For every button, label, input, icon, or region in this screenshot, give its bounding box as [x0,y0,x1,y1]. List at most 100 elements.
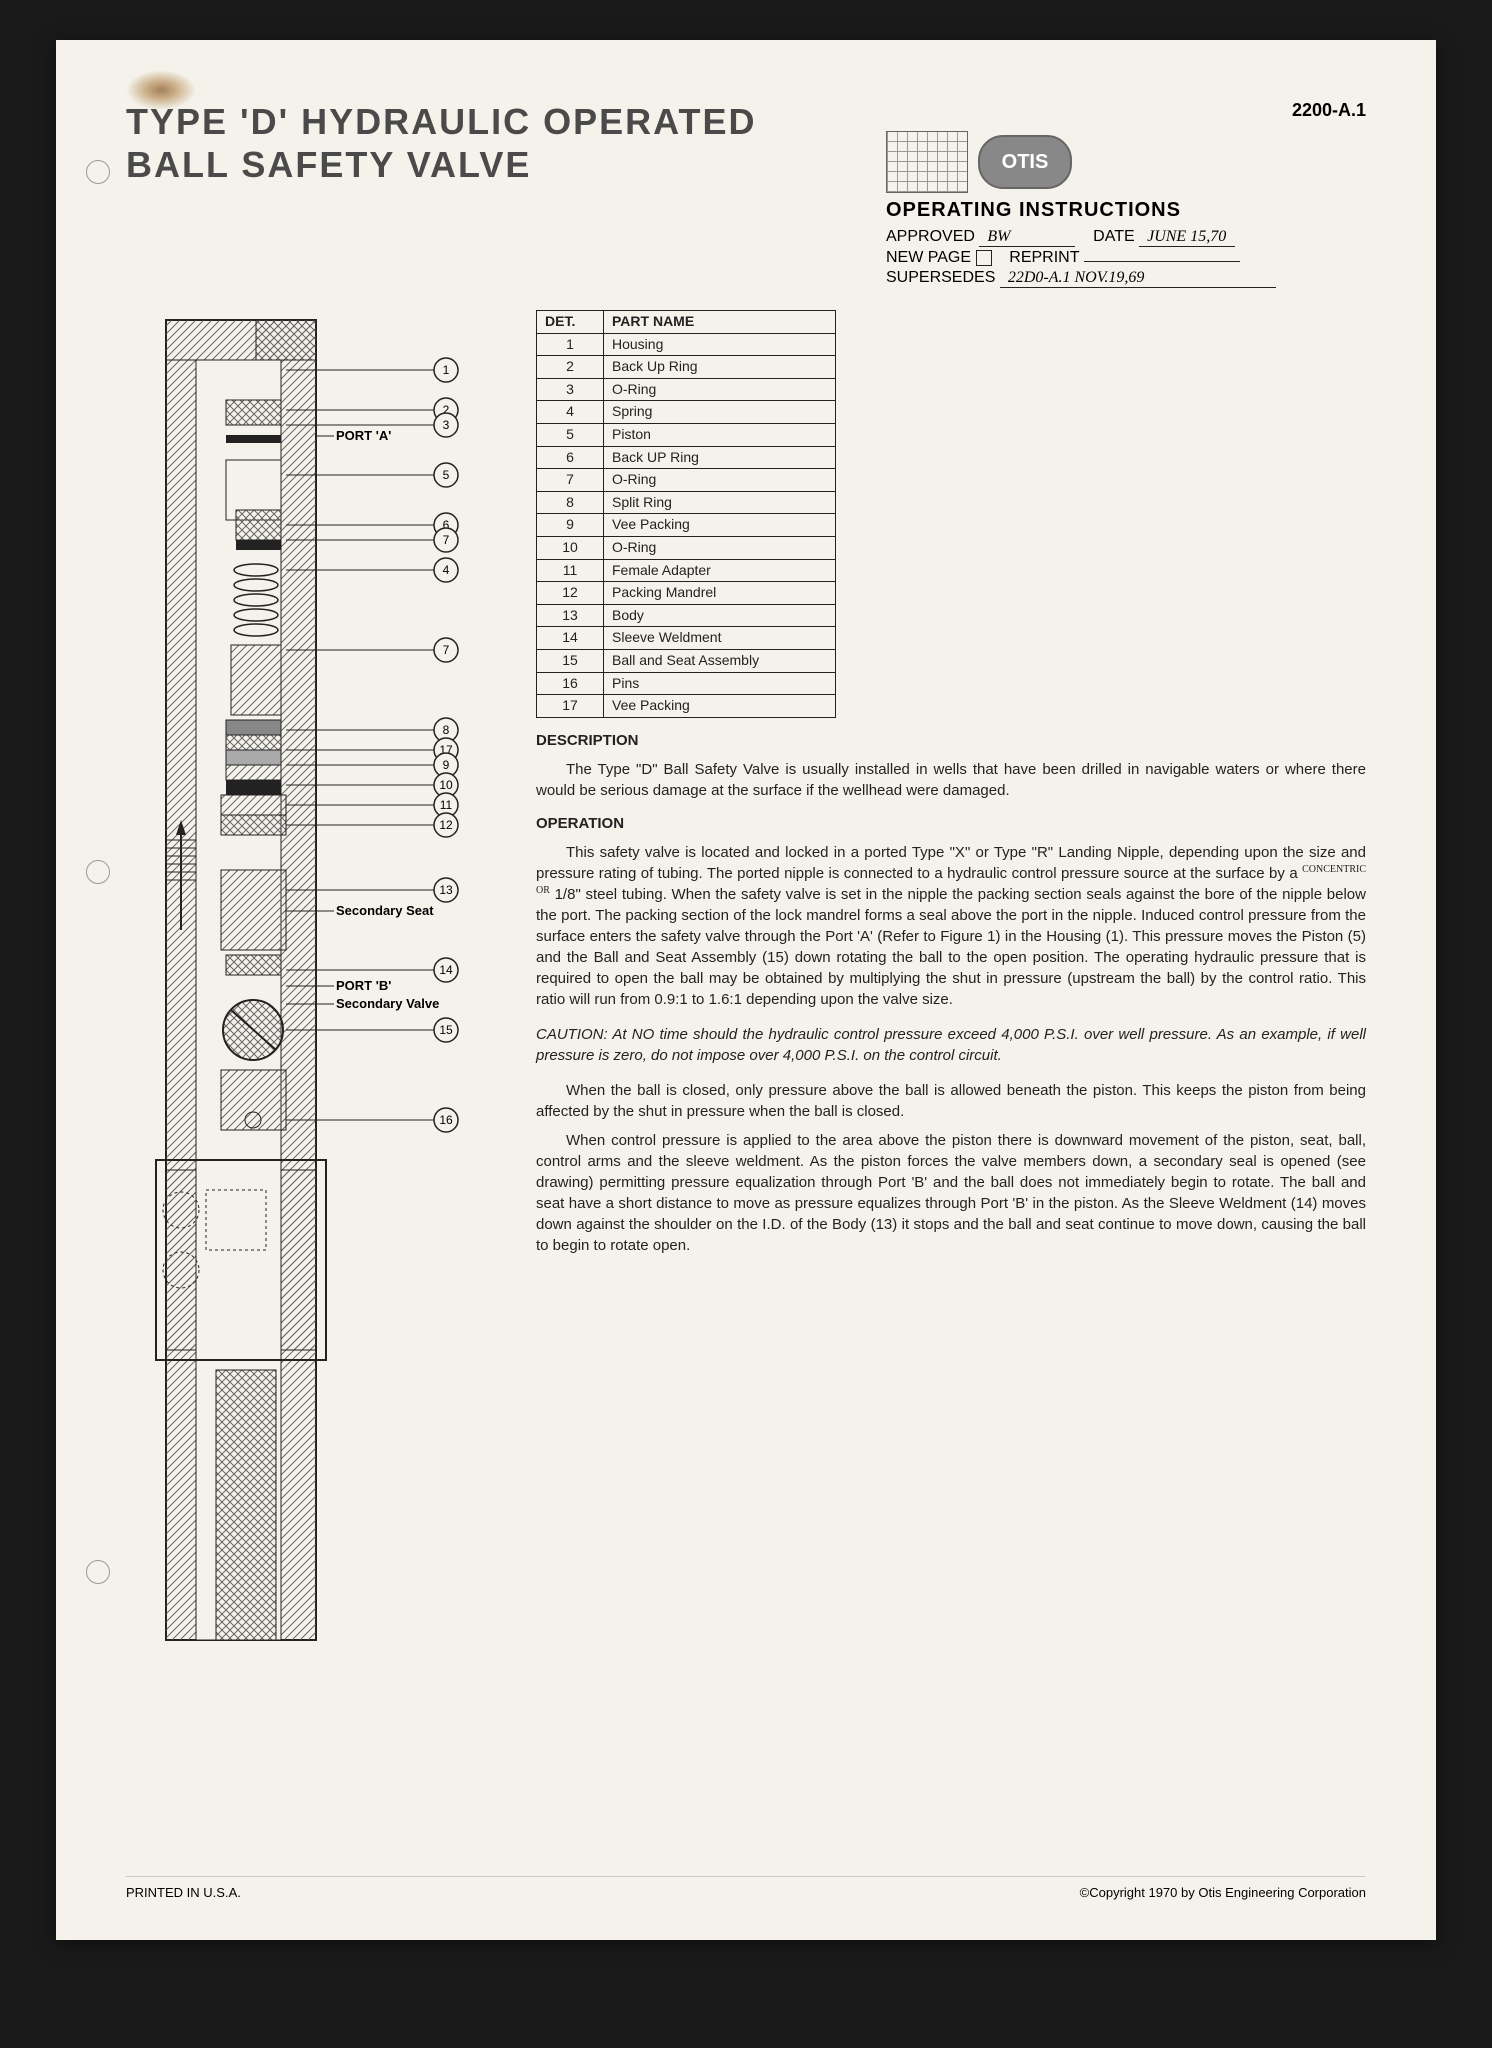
footer: PRINTED IN U.S.A. ©Copyright 1970 by Oti… [126,1876,1366,1900]
grid-logo-icon [886,131,968,193]
part-name: Pins [604,672,836,695]
part-number: 3 [537,378,604,401]
supersedes-value: 22D0-A.1 NOV.19,69 [1000,269,1276,288]
operating-instructions-label: OPERATING INSTRUCTIONS [886,199,1366,222]
caution-text: CAUTION: At NO time should the hydraulic… [536,1024,1366,1066]
part-number: 7 [537,469,604,492]
secondary-seat-label: Secondary Seat [336,903,434,918]
table-row: 3O-Ring [537,378,836,401]
title-line-1: TYPE 'D' HYDRAULIC OPERATED [126,100,886,143]
printed-label: PRINTED IN U.S.A. [126,1885,241,1900]
table-row: 5Piston [537,423,836,446]
table-row: 15Ball and Seat Assembly [537,649,836,672]
svg-text:8: 8 [443,723,450,737]
logo-area: OTIS [886,131,1366,193]
table-row: 2Back Up Ring [537,356,836,379]
valve-diagram: 12356747817910111213141516 PORT 'A' Seco… [126,310,506,1710]
part-name: O-Ring [604,469,836,492]
table-row: 11Female Adapter [537,559,836,582]
approved-label: APPROVED [886,228,975,245]
newpage-label: NEW PAGE [886,249,971,266]
svg-text:5: 5 [443,468,450,482]
date-label: DATE [1093,228,1134,245]
logo-block: 2200-A.1 OTIS OPERATING INSTRUCTIONS APP… [886,100,1366,290]
table-row: 4Spring [537,401,836,424]
part-number: 13 [537,604,604,627]
part-name: Packing Mandrel [604,582,836,605]
title-block: TYPE 'D' HYDRAULIC OPERATED BALL SAFETY … [126,100,886,186]
part-number: 16 [537,672,604,695]
part-name: Spring [604,401,836,424]
part-number: 2 [537,356,604,379]
copyright-label: ©Copyright 1970 by Otis Engineering Corp… [1080,1885,1366,1900]
part-name: Ball and Seat Assembly [604,649,836,672]
reprint-label: REPRINT [1009,249,1079,266]
part-number: 10 [537,536,604,559]
reprint-value [1084,261,1240,262]
operation-body: This safety valve is located and locked … [536,842,1366,1010]
secondary-valve-label: Secondary Valve [336,996,439,1011]
part-name: Back UP Ring [604,446,836,469]
newpage-line: NEW PAGE REPRINT [886,249,1366,267]
table-row: 17Vee Packing [537,695,836,718]
title-line-2: BALL SAFETY VALVE [126,143,886,186]
svg-text:15: 15 [439,1023,453,1037]
part-name: Back Up Ring [604,356,836,379]
svg-text:4: 4 [443,563,450,577]
svg-text:10: 10 [439,778,453,792]
supersedes-label: SUPERSEDES [886,269,995,286]
supersedes-line: SUPERSEDES 22D0-A.1 NOV.19,69 [886,269,1366,288]
part-name: O-Ring [604,536,836,559]
parts-header-name: PART NAME [604,311,836,334]
diagram-column: 12356747817910111213141516 PORT 'A' Seco… [126,310,506,1715]
part-number: 5 [537,423,604,446]
svg-text:11: 11 [440,798,453,812]
part-name: Female Adapter [604,559,836,582]
svg-text:16: 16 [439,1113,453,1127]
table-row: 13Body [537,604,836,627]
doc-code: 2200-A.1 [886,100,1366,121]
svg-text:12: 12 [439,818,453,832]
table-row: 12Packing Mandrel [537,582,836,605]
svg-text:7: 7 [443,643,450,657]
svg-text:9: 9 [443,758,450,772]
parts-table: DET. PART NAME 1Housing2Back Up Ring3O-R… [536,310,836,718]
part-name: Sleeve Weldment [604,627,836,650]
description-body: The Type "D" Ball Safety Valve is usuall… [536,759,1366,801]
table-row: 14Sleeve Weldment [537,627,836,650]
header: TYPE 'D' HYDRAULIC OPERATED BALL SAFETY … [126,100,1366,290]
part-name: Split Ring [604,491,836,514]
table-row: 1Housing [537,333,836,356]
description-heading: DESCRIPTION [536,730,1366,751]
newpage-checkbox-icon [976,250,992,266]
part-name: O-Ring [604,378,836,401]
operation-p2: When the ball is closed, only pressure a… [536,1080,1366,1122]
part-number: 8 [537,491,604,514]
part-number: 9 [537,514,604,537]
approved-line: APPROVED BW DATE JUNE 15,70 [886,228,1366,247]
svg-text:7: 7 [443,533,450,547]
punch-hole [86,160,110,184]
part-number: 11 [537,559,604,582]
table-row: 7O-Ring [537,469,836,492]
part-number: 4 [537,401,604,424]
part-name: Vee Packing [604,514,836,537]
operation-p1: This safety valve is located and locked … [536,842,1366,1010]
parts-header-det: DET. [537,311,604,334]
part-number: 6 [537,446,604,469]
part-name: Vee Packing [604,695,836,718]
part-number: 1 [537,333,604,356]
description-p1: The Type "D" Ball Safety Valve is usuall… [536,759,1366,801]
part-number: 14 [537,627,604,650]
operation-body-2: When the ball is closed, only pressure a… [536,1080,1366,1256]
document-page: TYPE 'D' HYDRAULIC OPERATED BALL SAFETY … [56,40,1436,1940]
part-number: 12 [537,582,604,605]
operation-p3: When control pressure is applied to the … [536,1130,1366,1256]
part-name: Piston [604,423,836,446]
part-number: 17 [537,695,604,718]
punch-hole [86,860,110,884]
table-row: 8Split Ring [537,491,836,514]
otis-logo-icon: OTIS [978,135,1072,189]
svg-text:14: 14 [439,963,453,977]
table-row: 16Pins [537,672,836,695]
